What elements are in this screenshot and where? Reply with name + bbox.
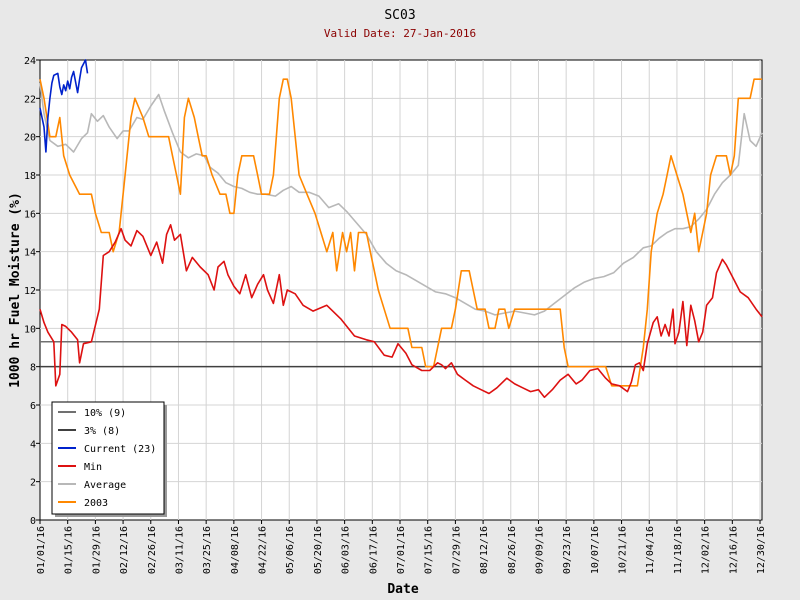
y-tick-label: 14 [24, 248, 36, 259]
x-tick-label: 06/03/16 [341, 526, 352, 574]
chart-subtitle: Valid Date: 27-Jan-2016 [324, 27, 476, 40]
legend: 10% (9) 3% (8) Current (23) Min Average 2003 [51, 401, 167, 517]
y-tick-label: 20 [24, 133, 36, 144]
x-tick-label: 10/21/16 [618, 526, 629, 574]
legend-label-average: Average [84, 480, 126, 491]
series-line-min [39, 224, 763, 399]
x-tick-label: 12/02/16 [701, 526, 712, 574]
y-tick-label: 0 [30, 516, 36, 527]
y-tick-label: 2 [30, 478, 36, 489]
legend-label-2003: 2003 [84, 498, 108, 509]
y-tick-label: 10 [24, 324, 36, 335]
x-tick-label: 01/01/16 [36, 526, 47, 574]
series-layer [39, 59, 763, 399]
legend-label-3-8: 3% (8) [84, 426, 120, 437]
series-line-average [39, 82, 763, 316]
x-tick-label: 08/12/16 [479, 526, 490, 574]
y-tick-label: 8 [30, 363, 36, 374]
x-tick-label: 04/08/16 [230, 526, 241, 574]
y-tick-label: 12 [24, 286, 36, 297]
y-tick-label: 6 [30, 401, 36, 412]
x-tick-label: 08/26/16 [507, 526, 518, 574]
x-tick-label: 11/04/16 [645, 526, 656, 574]
y-tick-label: 4 [30, 439, 36, 450]
x-tick-label: 03/25/16 [202, 526, 213, 574]
series-line-2003 [39, 78, 762, 387]
x-tick-label: 07/01/16 [396, 526, 407, 574]
x-tick-label: 05/06/16 [285, 526, 296, 574]
x-tick-label: 02/12/16 [119, 526, 130, 574]
x-tick-label: 12/30/16 [756, 526, 767, 574]
x-tick-label: 06/17/16 [368, 526, 379, 574]
x-tick-label: 07/15/16 [424, 526, 435, 574]
x-tick-label: 02/26/16 [147, 526, 158, 574]
x-tick-label: 05/20/16 [313, 526, 324, 574]
series-line-current-23 [39, 59, 89, 153]
x-tick-label: 01/29/16 [91, 526, 102, 574]
y-tick-label: 22 [24, 94, 36, 105]
legend-label-current-23: Current (23) [84, 444, 156, 455]
x-tick-label: 10/07/16 [590, 526, 601, 574]
legend-label-10-9: 10% (9) [84, 408, 126, 419]
legend-box [51, 401, 165, 515]
x-tick-label: 12/16/16 [728, 526, 739, 574]
y-axis-label: 1000 hr Fuel Moisture (%) [8, 192, 23, 388]
chart-title: SC03 [384, 8, 415, 23]
y-tick-label: 24 [24, 56, 36, 67]
x-tick-label: 09/23/16 [562, 526, 573, 574]
x-tick-label: 09/09/16 [534, 526, 545, 574]
x-tick-label: 01/15/16 [64, 526, 75, 574]
legend-label-min: Min [84, 462, 102, 473]
y-tick-label: 18 [24, 171, 36, 182]
x-tick-label: 07/29/16 [451, 526, 462, 574]
y-tick-label: 16 [24, 209, 36, 220]
x-tick-label: 11/18/16 [673, 526, 684, 574]
x-axis-label: Date [387, 582, 418, 597]
x-tick-label: 04/22/16 [258, 526, 269, 574]
x-tick-label: 03/11/16 [174, 526, 185, 574]
